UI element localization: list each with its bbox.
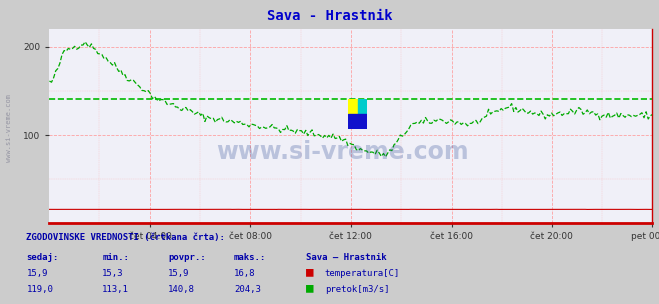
Text: 113,1: 113,1 [102, 285, 129, 294]
Text: ZGODOVINSKE VREDNOSTI (črtkana črta):: ZGODOVINSKE VREDNOSTI (črtkana črta): [26, 233, 225, 242]
Text: 15,3: 15,3 [102, 269, 124, 278]
Bar [357, 99, 368, 114]
Text: www.si-vreme.com: www.si-vreme.com [216, 140, 469, 164]
Text: Sava – Hrastnik: Sava – Hrastnik [306, 253, 387, 262]
Bar [348, 99, 357, 114]
Text: povpr.:: povpr.: [168, 253, 206, 262]
Text: 15,9: 15,9 [168, 269, 190, 278]
Text: ■: ■ [306, 282, 314, 295]
Text: ■: ■ [306, 266, 314, 279]
Text: www.si-vreme.com: www.si-vreme.com [5, 94, 12, 162]
Text: 15,9: 15,9 [26, 269, 48, 278]
Text: Sava - Hrastnik: Sava - Hrastnik [267, 9, 392, 23]
Text: 119,0: 119,0 [26, 285, 53, 294]
Bar [348, 114, 368, 130]
Text: sedaj:: sedaj: [26, 253, 59, 262]
Text: 204,3: 204,3 [234, 285, 261, 294]
Text: maks.:: maks.: [234, 253, 266, 262]
Text: 16,8: 16,8 [234, 269, 256, 278]
Text: 140,8: 140,8 [168, 285, 195, 294]
Text: pretok[m3/s]: pretok[m3/s] [325, 285, 389, 294]
Text: temperatura[C]: temperatura[C] [325, 269, 400, 278]
Text: min.:: min.: [102, 253, 129, 262]
